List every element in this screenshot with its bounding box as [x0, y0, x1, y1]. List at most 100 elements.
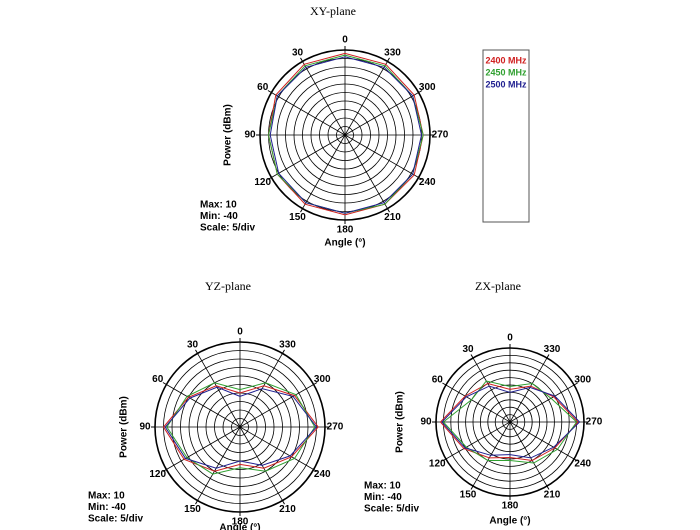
- spoke: [166, 426, 241, 470]
- y-axis-label: Power (dBm): [395, 391, 406, 453]
- angle-tick: [573, 382, 578, 386]
- note: Scale: 5/div: [88, 514, 143, 525]
- spoke: [239, 426, 283, 501]
- spoke: [166, 384, 241, 428]
- angle-label: 210: [384, 212, 401, 223]
- angle-tick: [195, 349, 198, 354]
- angle-label: 180: [337, 225, 354, 236]
- angle-label: 210: [544, 489, 561, 500]
- note: Max: 10: [88, 491, 125, 502]
- series-line: [442, 380, 578, 464]
- angle-label: 150: [460, 489, 477, 500]
- angle-label: 30: [292, 47, 304, 58]
- angle-label: 180: [232, 517, 249, 528]
- spoke: [239, 426, 314, 470]
- spoke: [197, 353, 241, 428]
- angle-tick: [313, 382, 318, 385]
- angle-label: 90: [244, 130, 256, 141]
- spoke: [509, 384, 575, 423]
- angle-label: 270: [586, 417, 603, 428]
- spoke: [344, 92, 419, 136]
- angle-tick: [267, 90, 272, 93]
- angle-label: 0: [342, 35, 348, 46]
- angle-label: 150: [289, 212, 306, 223]
- legend-entry: 2500 MHz: [485, 79, 527, 89]
- note: Max: 10: [200, 200, 237, 211]
- angle-label: 90: [139, 422, 151, 433]
- angle-label: 120: [149, 469, 166, 480]
- spoke: [302, 134, 346, 209]
- spoke: [344, 61, 388, 136]
- angle-tick: [195, 500, 198, 505]
- angle-label: 210: [279, 504, 296, 515]
- legend-box: [482, 49, 530, 223]
- angle-label: 60: [257, 82, 269, 93]
- polar-chart: XY-plane 0 30 60 90 120 150 180 210 240 270 300 330 P…: [200, 4, 530, 249]
- angle-label: 240: [314, 469, 331, 480]
- angle-label: 270: [432, 130, 449, 141]
- angle-label: 90: [420, 417, 432, 428]
- angle-tick: [282, 349, 285, 354]
- chart-title: ZX-plane: [475, 279, 521, 293]
- note: Scale: 5/div: [364, 504, 419, 515]
- angle-label: 0: [237, 327, 243, 338]
- spoke: [472, 357, 511, 423]
- angle-label: 240: [574, 459, 591, 470]
- series-line: [269, 56, 423, 214]
- series-line: [441, 385, 581, 459]
- angle-label: 150: [184, 504, 201, 515]
- angle-tick: [282, 500, 285, 505]
- spoke: [509, 421, 548, 487]
- polar-chart: ZX-plane 0 30 60 90 120 150 180 210 240 270 300 330 P…: [364, 279, 603, 527]
- angle-label: 240: [419, 177, 436, 188]
- angle-label: 180: [502, 501, 519, 512]
- angle-label: 330: [384, 47, 401, 58]
- y-axis-label: Power (dBm): [119, 396, 130, 458]
- spoke: [239, 384, 314, 428]
- spoke: [239, 353, 283, 428]
- angle-label: 60: [152, 374, 164, 385]
- angle-tick: [387, 208, 390, 213]
- angle-label: 120: [254, 177, 271, 188]
- spoke: [472, 421, 511, 487]
- angle-tick: [470, 485, 474, 490]
- angle-tick: [300, 208, 303, 213]
- angle-label: 30: [187, 339, 199, 350]
- angle-tick: [470, 354, 474, 359]
- spoke: [509, 357, 548, 423]
- angle-tick: [546, 485, 550, 490]
- spoke: [344, 134, 388, 209]
- series-line: [166, 382, 316, 475]
- legend-entry: 2450 MHz: [485, 67, 527, 77]
- angle-label: 120: [429, 459, 446, 470]
- angle-tick: [162, 382, 167, 385]
- note: Scale: 5/div: [200, 223, 255, 234]
- angle-label: 300: [574, 375, 591, 386]
- spoke: [445, 384, 511, 423]
- angle-tick: [442, 382, 447, 386]
- angle-tick: [313, 469, 318, 472]
- angle-label: 330: [279, 339, 296, 350]
- angle-tick: [267, 177, 272, 180]
- angle-tick: [418, 177, 423, 180]
- spoke: [344, 134, 419, 178]
- angle-tick: [442, 458, 447, 462]
- y-axis-label: Power (dBm): [223, 104, 234, 166]
- note: Min: -40: [200, 211, 238, 222]
- spoke: [271, 92, 346, 136]
- angle-label: 60: [432, 375, 444, 386]
- angle-label: 270: [327, 422, 344, 433]
- angle-tick: [573, 458, 578, 462]
- angle-tick: [418, 90, 423, 93]
- angle-tick: [387, 57, 390, 62]
- note: Min: -40: [364, 492, 402, 503]
- angle-label: 300: [419, 82, 436, 93]
- angle-label: 0: [507, 333, 513, 344]
- x-axis-label: Angle (°): [219, 523, 260, 530]
- series-line: [439, 382, 579, 462]
- angle-label: 300: [314, 374, 331, 385]
- angle-tick: [162, 469, 167, 472]
- spoke: [445, 421, 511, 460]
- polar-chart: YZ-plane 0 30 60 90 120 150 180 210 240 270 300 330 P…: [88, 279, 344, 530]
